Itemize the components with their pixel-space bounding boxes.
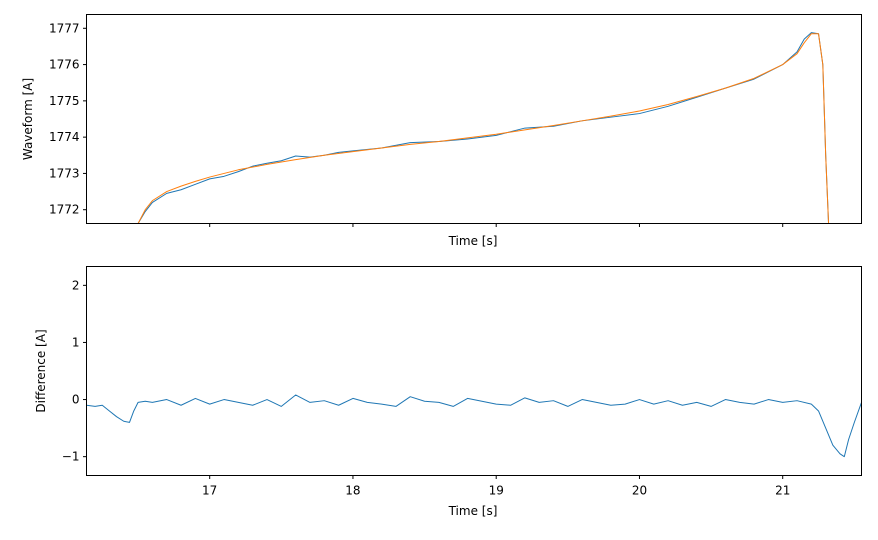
difference-y-ticks: −1 0 1 2 (62, 278, 87, 464)
difference-axes-frame (86, 266, 862, 476)
difference-x-tick-label: 20 (632, 484, 647, 498)
waveform-ylabel: Waveform [A] (21, 78, 35, 160)
waveform-y-ticks: 1772 1773 1774 1775 1776 1777 (49, 21, 87, 217)
difference-x-ticks: 17 18 19 20 21 (202, 475, 790, 498)
difference-y-tick-label: 0 (72, 393, 80, 407)
waveform-panel: 1772 1773 1774 1775 1776 1777 Time [s] Wavefo… (21, 14, 862, 248)
difference-ylabel: Difference [A] (34, 329, 48, 412)
difference-xlabel: Time [s] (448, 504, 498, 518)
difference-y-tick-label: 2 (72, 278, 80, 292)
waveform-series-line-0 (137, 32, 830, 224)
waveform-series-layer (137, 32, 830, 224)
difference-x-tick-label: 19 (489, 484, 504, 498)
waveform-xlabel: Time [s] (448, 234, 498, 248)
waveform-y-tick-label: 1777 (49, 21, 80, 35)
waveform-axes-frame (86, 14, 862, 224)
difference-x-tick-label: 21 (775, 484, 790, 498)
difference-x-tick-label: 18 (345, 484, 360, 498)
waveform-y-tick-label: 1773 (49, 166, 80, 180)
difference-series-line-0 (86, 394, 862, 458)
difference-x-tick-label: 17 (202, 484, 217, 498)
waveform-y-tick-label: 1772 (49, 203, 80, 217)
difference-y-tick-label: 1 (72, 335, 80, 349)
waveform-y-tick-label: 1776 (49, 58, 80, 72)
difference-y-tick-label: −1 (62, 450, 80, 464)
waveform-series-line-1 (137, 33, 830, 224)
waveform-y-tick-label: 1774 (49, 130, 80, 144)
waveform-y-tick-label: 1775 (49, 94, 80, 108)
difference-panel: 17 18 19 20 21 −1 0 1 2 Time [s] Difference [A] (34, 266, 862, 518)
waveform-x-ticks (209, 223, 784, 227)
difference-series-layer (86, 394, 862, 458)
